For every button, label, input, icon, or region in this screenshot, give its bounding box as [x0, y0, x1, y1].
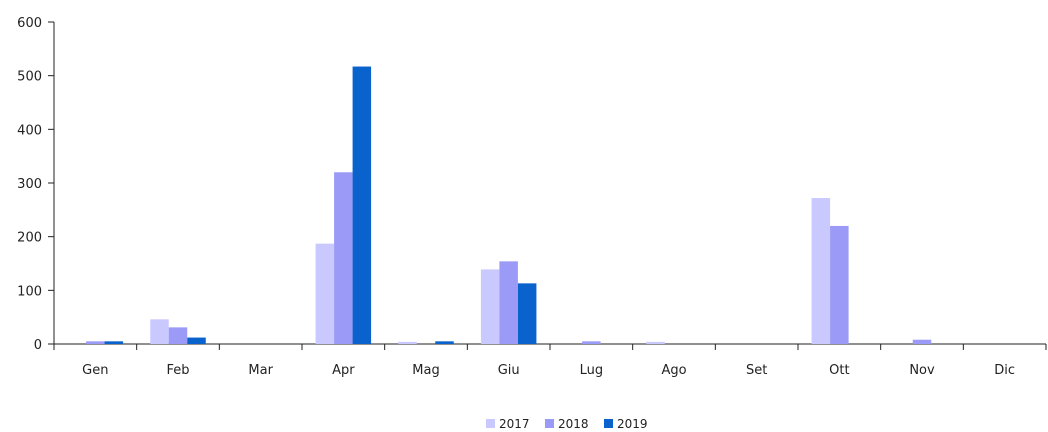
legend: 2017 2018 2019	[486, 417, 648, 431]
y-tick-label: 500	[17, 70, 42, 85]
x-tick-label: Lug	[580, 363, 604, 378]
x-tick-label: Nov	[909, 363, 935, 378]
bar-2019-apr	[352, 66, 372, 344]
x-tick-label: Ott	[829, 363, 849, 378]
bar-2017-feb	[150, 319, 169, 344]
legend-label-2017: 2017	[499, 417, 530, 431]
bar-2018-feb	[168, 327, 188, 344]
bar-2017-giu	[480, 269, 500, 344]
bar-2019-mag	[435, 341, 454, 344]
y-tick-label: 600	[17, 16, 42, 31]
bar-2018-apr	[334, 172, 353, 344]
x-tick-label: Mar	[248, 363, 273, 378]
x-tick-label: Set	[746, 363, 767, 378]
bar-2017-ago	[646, 341, 665, 344]
y-axis: 0 100 200 300 400 500 600	[17, 16, 55, 353]
bar-2017-ott	[811, 198, 831, 344]
x-tick-label: Mag	[412, 363, 439, 378]
bar-2018-gen	[86, 341, 105, 344]
bar-2018-nov	[912, 339, 932, 344]
y-tick-label: 400	[17, 123, 42, 138]
legend-swatch-2019	[604, 419, 613, 428]
y-tick-label: 300	[17, 177, 42, 192]
bar-2017-apr	[315, 243, 335, 344]
bar-2018-giu	[499, 261, 518, 344]
x-tick-label: Dic	[994, 363, 1015, 378]
legend-label-2019: 2019	[617, 417, 648, 431]
y-tick-label: 100	[17, 284, 42, 299]
bar-2019-gen	[104, 341, 124, 344]
x-tick-label: Feb	[166, 363, 189, 378]
bar-2018-lug	[582, 341, 601, 344]
x-axis: Gen Feb Mar Apr Mag Giu Lug Ago Set Ott Nov Dic	[53, 343, 1047, 378]
bar-2019-giu	[517, 283, 537, 344]
legend-swatch-2017	[486, 419, 495, 428]
x-tick-label: Ago	[661, 363, 686, 378]
y-tick-label: 0	[34, 338, 42, 353]
x-tick-label: Giu	[498, 363, 520, 378]
bars	[86, 66, 932, 344]
legend-swatch-2018	[545, 419, 554, 428]
bar-2017-mag	[398, 341, 417, 344]
bar-2019-feb	[187, 337, 206, 344]
bar-2018-ott	[830, 225, 849, 344]
x-tick-label: Apr	[332, 363, 355, 378]
y-tick-label: 200	[17, 231, 42, 246]
legend-label-2018: 2018	[558, 417, 589, 431]
x-tick-label: Gen	[82, 363, 108, 378]
